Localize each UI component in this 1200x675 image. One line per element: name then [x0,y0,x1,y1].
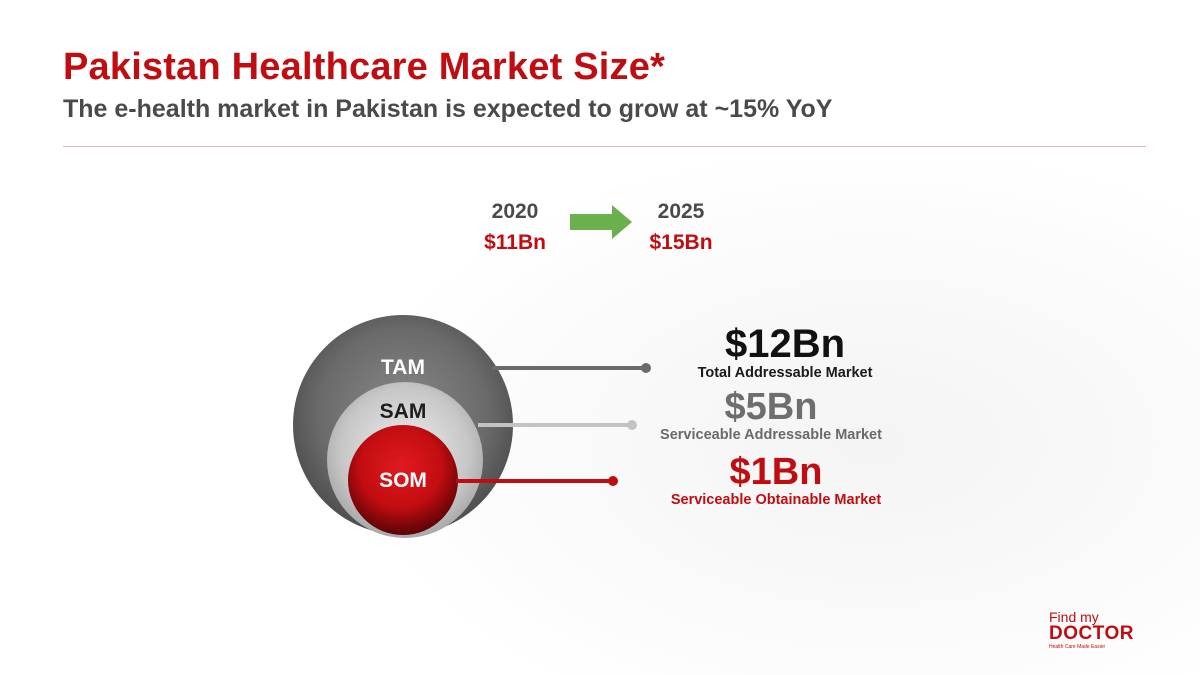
logo-line-1: Find my [1049,609,1099,625]
tam-metric: $12Bn Total Addressable Market [660,324,910,381]
slide-title: Pakistan Healthcare Market Size* [63,46,666,88]
find-my-doctor-logo: Find my DOCTOR Health Care Made Easier [1049,610,1159,650]
som-metric: $1Bn Serviceable Obtainable Market [640,453,912,508]
year-2020-label: 2020 [491,200,539,223]
slide-subtitle: The e-health market in Pakistan is expec… [63,95,833,123]
sam-label: SAM [380,400,427,423]
som-description: Serviceable Obtainable Market [670,492,882,508]
som-value: $1Bn [729,451,823,493]
year-2025-value: $15Bn [649,231,713,254]
background-glow [380,160,1200,675]
title-divider [63,146,1146,147]
logo-line-2: DOCTOR [1049,623,1134,644]
year-2025-block: 2025 $15Bn [635,200,727,255]
sam-connector-dot [627,420,637,430]
right-arrow-icon [570,205,632,239]
sam-metric: $5Bn Serviceable Addressable Market [640,388,902,443]
tam-label: TAM [381,356,425,379]
year-2025-label: 2025 [657,200,705,223]
som-circle [348,425,458,535]
logo-tagline: Health Care Made Easier [1049,643,1106,650]
year-2020-block: 2020 $11Bn [470,200,560,255]
sam-description: Serviceable Addressable Market [660,427,882,443]
tam-description: Total Addressable Market [697,365,873,381]
som-connector-dot [608,476,618,486]
year-2020-value: $11Bn [484,231,546,254]
som-label: SOM [379,469,427,492]
tam-connector-dot [641,363,651,373]
sam-value: $5Bn [724,386,818,428]
tam-value: $12Bn [724,322,846,366]
